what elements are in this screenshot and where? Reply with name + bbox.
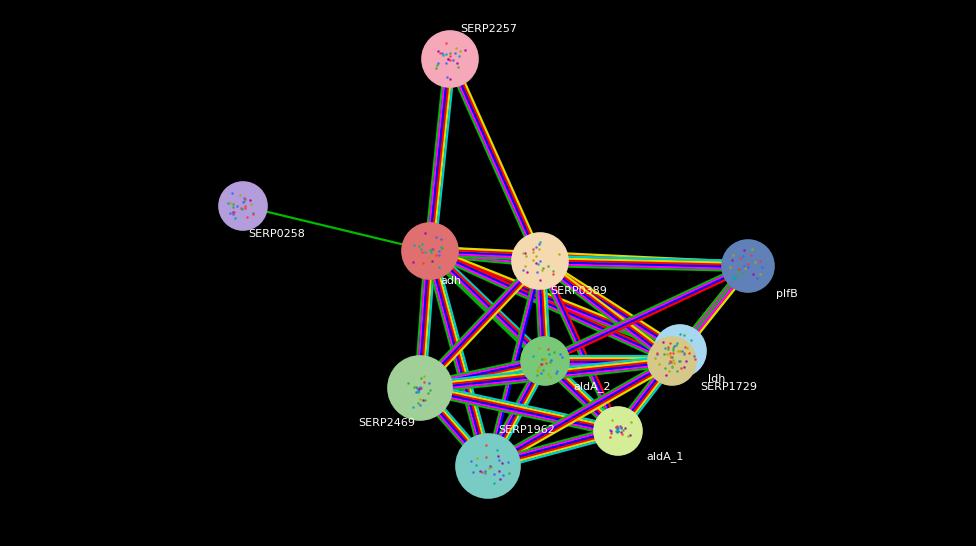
- Circle shape: [722, 240, 774, 292]
- Text: ldh: ldh: [708, 374, 725, 384]
- Text: SERP1729: SERP1729: [700, 382, 757, 392]
- Circle shape: [402, 223, 458, 279]
- Text: SERP0389: SERP0389: [550, 286, 607, 296]
- Text: SERP2469: SERP2469: [358, 418, 415, 428]
- Text: aldA_1: aldA_1: [646, 452, 683, 462]
- Circle shape: [456, 434, 520, 498]
- Circle shape: [648, 337, 696, 385]
- Text: adh: adh: [440, 276, 461, 286]
- Text: aldA_2: aldA_2: [573, 382, 611, 393]
- Circle shape: [388, 356, 452, 420]
- Circle shape: [521, 337, 569, 385]
- Circle shape: [422, 31, 478, 87]
- Circle shape: [654, 325, 706, 377]
- Circle shape: [219, 182, 267, 230]
- Circle shape: [594, 407, 642, 455]
- Circle shape: [512, 233, 568, 289]
- Text: plfB: plfB: [776, 289, 797, 299]
- Text: SERP2257: SERP2257: [460, 24, 517, 34]
- Text: SERP1962: SERP1962: [498, 425, 555, 435]
- Text: SERP0258: SERP0258: [248, 229, 305, 239]
